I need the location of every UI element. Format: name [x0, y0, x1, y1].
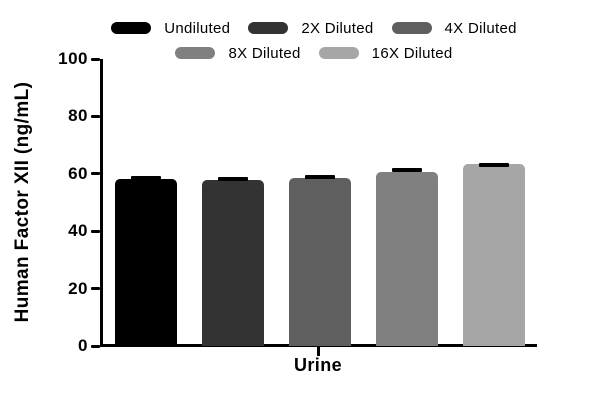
bar-undiluted: [115, 179, 178, 346]
y-tick-mark: [91, 287, 100, 291]
legend-item-undiluted: Undiluted: [111, 20, 230, 37]
y-tick-label: 80: [68, 106, 88, 126]
legend-swatch-icon: [175, 47, 216, 59]
legend-row-1: Undiluted 2X Diluted 4X Diluted: [111, 16, 517, 40]
y-tick-mark: [91, 172, 100, 176]
legend-label: 4X Diluted: [444, 19, 517, 37]
legend-item-2x-diluted: 2X Diluted: [248, 20, 373, 37]
legend-row-2: 8X Diluted 16X Diluted: [175, 41, 452, 65]
y-tick-label: 40: [68, 221, 88, 241]
bar-8x-diluted: [375, 172, 438, 346]
y-axis-title: Human Factor XII (ng/mL): [12, 81, 33, 323]
bar-16x-diluted: [462, 164, 525, 346]
legend-swatch-icon: [318, 47, 359, 59]
chart-legend: Undiluted 2X Diluted 4X Diluted 8X Diluted 1…: [0, 16, 600, 65]
legend-item-4x-diluted: 4X Diluted: [391, 19, 517, 37]
y-tick-label: 100: [58, 49, 88, 68]
y-tick-mark: [91, 344, 100, 348]
y-tick-mark: [91, 229, 100, 233]
y-tick-label: 20: [68, 278, 88, 298]
error-bar-cap-4x-diluted: [305, 174, 335, 179]
error-bar-cap-16x-diluted: [478, 162, 509, 167]
legend-swatch-icon: [391, 22, 432, 34]
legend-label: 2X Diluted: [301, 19, 374, 37]
y-tick-mark: [91, 114, 100, 118]
y-tick-mark: [91, 57, 100, 61]
y-tick-label: 60: [68, 163, 88, 183]
error-bar-cap-undiluted: [131, 175, 162, 180]
legend-label: Undiluted: [164, 19, 231, 37]
legend-label: 8X Diluted: [228, 44, 301, 62]
error-bar-cap-2x-diluted: [218, 176, 249, 181]
legend-label: 16X Diluted: [371, 44, 453, 62]
legend-item-8x-diluted: 8X Diluted: [175, 45, 300, 62]
error-bar-cap-8x-diluted: [391, 168, 422, 173]
bar-4x-diluted: [289, 177, 351, 346]
legend-swatch-icon: [111, 22, 152, 34]
bar-2x-diluted: [202, 179, 265, 346]
legend-item-16x-diluted: 16X Diluted: [318, 44, 453, 62]
x-axis-category-label: Urine: [293, 355, 342, 375]
x-axis-tick: [317, 346, 320, 356]
y-tick-label: 0: [78, 336, 88, 355]
legend-swatch-icon: [248, 22, 289, 34]
